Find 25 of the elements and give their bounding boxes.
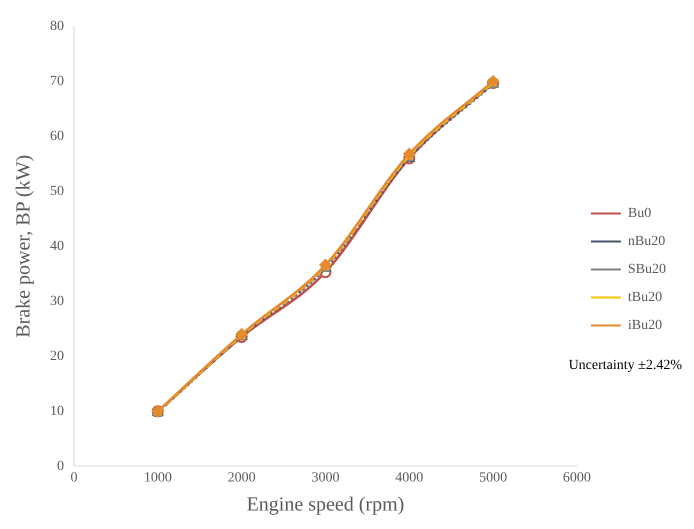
legend-label: iBu20: [628, 318, 662, 334]
y-tick-label: 30: [50, 294, 64, 309]
y-tick-label: 20: [50, 348, 64, 364]
y-axis-title: Brake power, BP (kW): [12, 154, 34, 338]
y-tick-label: 60: [50, 129, 64, 144]
legend-label: Bu0: [628, 206, 652, 222]
y-tick-label: 80: [50, 19, 64, 34]
x-tick-label: 3000: [311, 470, 340, 486]
legend-label: SBu20: [628, 262, 666, 278]
legend-label: tBu20: [628, 290, 662, 306]
x-tick-label: 2000: [228, 470, 256, 486]
x-tick-label: 6000: [562, 470, 591, 486]
annotation: Uncertainty ±2.42%: [568, 358, 682, 374]
x-axis-title: Engine speed (rpm): [246, 493, 404, 516]
legend-label: nBu20: [628, 234, 666, 250]
y-tick-label: 10: [50, 404, 64, 419]
x-tick-label: 4000: [395, 470, 424, 486]
x-tick-label: 5000: [479, 470, 508, 486]
y-tick-label: 40: [50, 238, 64, 254]
point: [403, 148, 416, 160]
x-tick-label: 1000: [144, 470, 172, 486]
y-tick-label: 50: [50, 184, 64, 199]
y-tick-label: 70: [50, 74, 64, 90]
y-tick-label: 0: [57, 458, 64, 474]
x-tick-label: 0: [70, 470, 78, 486]
